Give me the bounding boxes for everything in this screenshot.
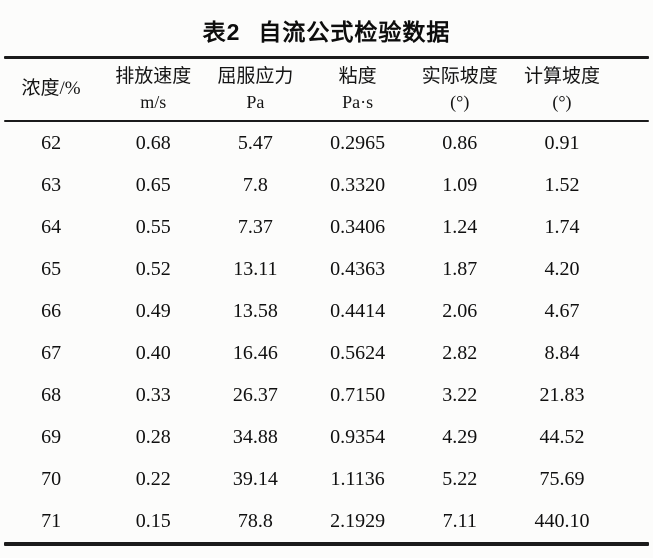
cell-concentration: 68 xyxy=(41,383,62,406)
table-row: 68 0.33 26.37 0.7150 3.22 21.83 xyxy=(0,374,653,416)
cell-yield-stress: 16.46 xyxy=(232,341,278,364)
cell-viscosity: 0.5624 xyxy=(330,341,386,364)
cell-actual-slope: 1.24 xyxy=(442,215,478,238)
cell-calculated-slope: 4.67 xyxy=(544,299,580,322)
column-name: 浓度/% xyxy=(21,78,81,100)
cell-yield-stress: 13.58 xyxy=(232,299,278,322)
cell-discharge-velocity: 0.22 xyxy=(135,467,171,490)
cell-discharge-velocity: 0.52 xyxy=(135,257,171,280)
cell-viscosity: 1.1136 xyxy=(330,467,385,490)
cell-yield-stress: 7.37 xyxy=(237,215,273,238)
table-caption: 表2 自流公式检验数据 xyxy=(0,13,653,47)
cell-discharge-velocity: 0.28 xyxy=(135,425,171,448)
cell-concentration: 62 xyxy=(41,131,62,154)
cell-calculated-slope: 1.52 xyxy=(544,173,580,196)
column-name: 排放速度 xyxy=(115,65,192,87)
table-row: 70 0.22 39.14 1.1136 5.22 75.69 xyxy=(0,458,653,500)
cell-viscosity: 0.4414 xyxy=(330,299,386,322)
table-top-rule xyxy=(4,56,649,59)
cell-discharge-velocity: 0.33 xyxy=(135,383,171,406)
cell-discharge-velocity: 0.65 xyxy=(135,173,171,196)
column-name: 计算坡度 xyxy=(523,65,600,87)
table-row: 64 0.55 7.37 0.3406 1.24 1.74 xyxy=(0,206,653,248)
cell-actual-slope: 0.86 xyxy=(442,131,478,154)
column-unit: m/s xyxy=(140,92,167,113)
cell-actual-slope: 2.82 xyxy=(442,341,478,364)
header-cell-calculated-slope: 计算坡度 (°) xyxy=(511,59,613,120)
cell-actual-slope: 1.09 xyxy=(442,173,478,196)
cell-actual-slope: 3.22 xyxy=(442,383,478,406)
table-bottom-rule xyxy=(4,542,649,546)
table-header-rule xyxy=(4,120,649,122)
cell-discharge-velocity: 0.55 xyxy=(135,215,171,238)
table-caption-title: 自流公式检验数据 xyxy=(258,19,451,45)
cell-calculated-slope: 4.20 xyxy=(544,257,580,280)
cell-calculated-slope: 440.10 xyxy=(534,509,590,532)
header-cell-yield-stress: 屈服应力 Pa xyxy=(204,59,306,120)
cell-concentration: 65 xyxy=(41,257,62,280)
cell-yield-stress: 7.8 xyxy=(242,173,268,196)
cell-viscosity: 0.4363 xyxy=(330,257,386,280)
cell-actual-slope: 5.22 xyxy=(442,467,478,490)
cell-viscosity: 0.3406 xyxy=(330,215,386,238)
table-caption-label: 表2 xyxy=(202,19,241,45)
cell-calculated-slope: 8.84 xyxy=(544,341,580,364)
cell-calculated-slope: 1.74 xyxy=(544,215,580,238)
cell-yield-stress: 13.11 xyxy=(233,257,278,280)
cell-actual-slope: 1.87 xyxy=(442,257,478,280)
table-row: 69 0.28 34.88 0.9354 4.29 44.52 xyxy=(0,416,653,458)
cell-actual-slope: 4.29 xyxy=(442,425,478,448)
data-table: 浓度/% 排放速度 m/s 屈服应力 Pa 粘度 Pa·s 实际坡度 (°) 计算坡度 (°) 62… xyxy=(0,56,653,546)
table-row: 67 0.40 16.46 0.5624 2.82 8.84 xyxy=(0,332,653,374)
header-cell-actual-slope: 实际坡度 (°) xyxy=(409,59,511,120)
cell-calculated-slope: 21.83 xyxy=(539,383,585,406)
column-unit: Pa xyxy=(246,92,265,113)
cell-concentration: 71 xyxy=(41,509,62,532)
cell-concentration: 70 xyxy=(41,467,62,490)
cell-concentration: 69 xyxy=(41,425,62,448)
cell-concentration: 66 xyxy=(41,299,62,322)
cell-viscosity: 0.9354 xyxy=(330,425,386,448)
table-header-row: 浓度/% 排放速度 m/s 屈服应力 Pa 粘度 Pa·s 实际坡度 (°) 计算坡度 (°) xyxy=(0,59,653,120)
header-cell-concentration: 浓度/% xyxy=(0,59,102,120)
cell-concentration: 64 xyxy=(41,215,62,238)
table-row: 66 0.49 13.58 0.4414 2.06 4.67 xyxy=(0,290,653,332)
cell-calculated-slope: 75.69 xyxy=(539,467,585,490)
cell-actual-slope: 2.06 xyxy=(442,299,478,322)
cell-concentration: 63 xyxy=(41,173,62,196)
cell-calculated-slope: 0.91 xyxy=(544,131,580,154)
column-unit: (°) xyxy=(450,92,470,113)
cell-yield-stress: 78.8 xyxy=(237,509,273,532)
cell-viscosity: 0.7150 xyxy=(330,383,386,406)
column-name: 粘度 xyxy=(338,65,377,87)
column-name: 实际坡度 xyxy=(421,65,498,87)
column-unit: (°) xyxy=(552,92,572,113)
cell-discharge-velocity: 0.49 xyxy=(135,299,171,322)
column-unit: Pa·s xyxy=(342,92,374,113)
cell-actual-slope: 7.11 xyxy=(442,509,477,532)
table-row: 63 0.65 7.8 0.3320 1.09 1.52 xyxy=(0,164,653,206)
cell-yield-stress: 34.88 xyxy=(232,425,278,448)
header-cell-viscosity: 粘度 Pa·s xyxy=(307,59,409,120)
table-row: 65 0.52 13.11 0.4363 1.87 4.20 xyxy=(0,248,653,290)
table-row: 62 0.68 5.47 0.2965 0.86 0.91 xyxy=(0,122,653,164)
cell-calculated-slope: 44.52 xyxy=(539,425,585,448)
cell-viscosity: 0.2965 xyxy=(330,131,386,154)
cell-yield-stress: 39.14 xyxy=(232,467,278,490)
cell-viscosity: 0.3320 xyxy=(330,173,386,196)
cell-discharge-velocity: 0.68 xyxy=(135,131,171,154)
column-name: 屈服应力 xyxy=(217,65,294,87)
table-row: 71 0.15 78.8 2.1929 7.11 440.10 xyxy=(0,500,653,542)
cell-yield-stress: 26.37 xyxy=(232,383,278,406)
cell-concentration: 67 xyxy=(41,341,62,364)
cell-yield-stress: 5.47 xyxy=(237,131,273,154)
table-body: 62 0.68 5.47 0.2965 0.86 0.91 63 0.65 7.8 0.3320 1… xyxy=(0,122,653,542)
cell-discharge-velocity: 0.40 xyxy=(135,341,171,364)
cell-viscosity: 2.1929 xyxy=(330,509,386,532)
header-cell-discharge-velocity: 排放速度 m/s xyxy=(102,59,204,120)
cell-discharge-velocity: 0.15 xyxy=(135,509,171,532)
